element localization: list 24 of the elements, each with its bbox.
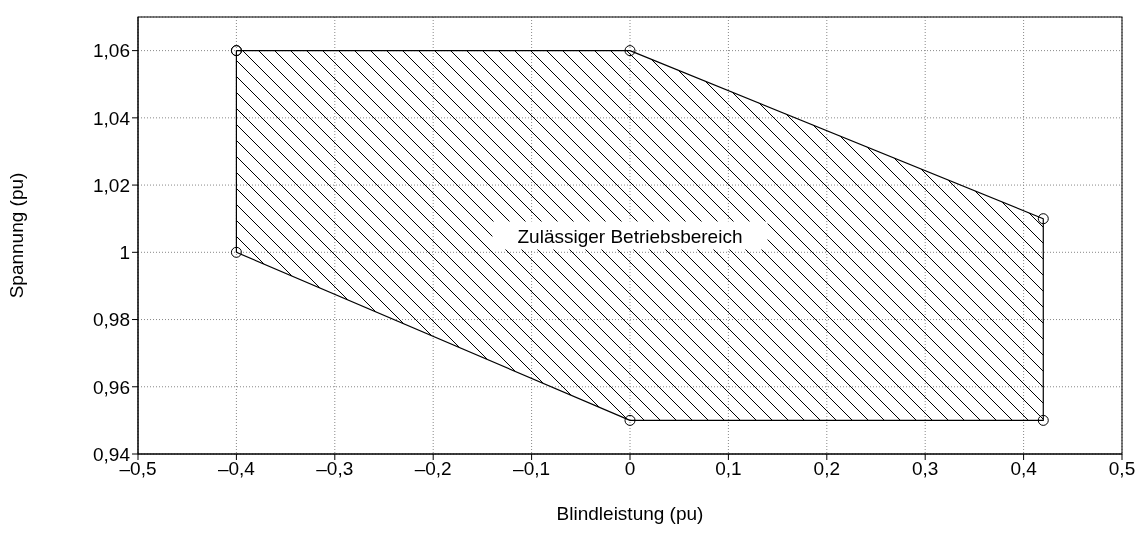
x-tick-label: 0,4 bbox=[1010, 458, 1038, 480]
x-axis-title: Blindleistung (pu) bbox=[556, 503, 704, 524]
point bbox=[1037, 213, 1049, 225]
y-tick-label: 1 bbox=[119, 242, 130, 264]
x-tick-label: –0,1 bbox=[513, 458, 551, 480]
point bbox=[230, 246, 242, 258]
x-tick-label: 0,3 bbox=[911, 458, 939, 480]
y-tick-label: 0,98 bbox=[93, 309, 130, 331]
x-tick-label: 0,1 bbox=[715, 458, 742, 480]
x-tick-label: 0 bbox=[624, 458, 636, 480]
x-tick-label: –0,2 bbox=[414, 458, 452, 480]
point bbox=[624, 414, 636, 426]
point bbox=[624, 45, 636, 57]
y-tick-label: 1,06 bbox=[93, 40, 130, 62]
y-axis-title: Spannung (pu) bbox=[5, 172, 27, 299]
annotation: Zulässiger Betriebsbereich bbox=[517, 225, 743, 247]
x-tick-label: 0,2 bbox=[813, 458, 841, 480]
point bbox=[1037, 414, 1049, 426]
y-tick-label: 1,02 bbox=[93, 174, 130, 196]
y-tick-label: 1,04 bbox=[93, 107, 131, 129]
x-tick-label: –0,4 bbox=[217, 458, 256, 480]
y-tick-label: 0,96 bbox=[93, 376, 130, 398]
x-tick-label: 0,5 bbox=[1108, 458, 1136, 480]
x-tick-label: –0,3 bbox=[316, 458, 354, 480]
